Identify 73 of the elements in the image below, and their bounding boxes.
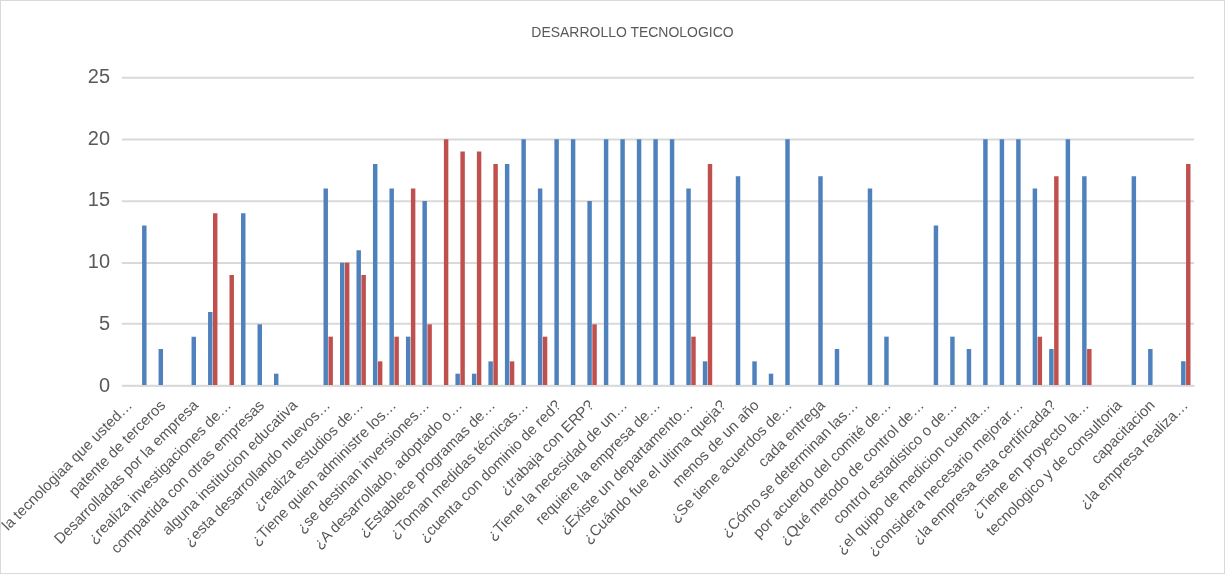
bar bbox=[867, 188, 873, 386]
bar bbox=[983, 139, 988, 386]
y-tick-label: 20 bbox=[87, 126, 111, 149]
bar bbox=[323, 188, 328, 386]
y-tick-label: 0 bbox=[98, 373, 111, 396]
y-tick-label: 25 bbox=[87, 65, 111, 88]
bar bbox=[1082, 176, 1087, 386]
bar bbox=[328, 336, 333, 386]
bar bbox=[339, 262, 345, 386]
bar bbox=[361, 274, 366, 386]
bar bbox=[356, 250, 361, 386]
bar bbox=[142, 225, 147, 386]
bar bbox=[537, 188, 543, 386]
bar bbox=[752, 361, 757, 386]
bar bbox=[691, 336, 696, 386]
y-tick-label: 5 bbox=[98, 311, 111, 334]
bar bbox=[158, 349, 164, 386]
bar bbox=[241, 213, 246, 386]
bar bbox=[707, 163, 713, 386]
bar bbox=[950, 336, 955, 386]
bar bbox=[933, 225, 939, 386]
bar bbox=[488, 361, 493, 386]
bar bbox=[554, 139, 559, 386]
bar bbox=[1065, 139, 1071, 386]
bar bbox=[344, 262, 350, 386]
bar bbox=[1049, 349, 1054, 386]
bar bbox=[476, 151, 482, 386]
bar bbox=[372, 163, 378, 386]
bar bbox=[410, 188, 416, 386]
bar bbox=[389, 188, 394, 386]
bar bbox=[603, 139, 609, 386]
bar bbox=[1181, 361, 1186, 386]
bar bbox=[669, 139, 675, 386]
bar bbox=[427, 324, 432, 386]
bar bbox=[1087, 349, 1092, 386]
bar bbox=[521, 139, 526, 386]
bar bbox=[1148, 349, 1153, 386]
bar bbox=[212, 213, 218, 386]
bar bbox=[1054, 176, 1059, 386]
bar bbox=[1032, 188, 1038, 386]
bar bbox=[1131, 176, 1137, 386]
bar bbox=[394, 336, 399, 386]
bar bbox=[735, 176, 741, 386]
bar bbox=[208, 311, 213, 386]
bar bbox=[455, 373, 460, 386]
bar bbox=[587, 200, 592, 386]
bar bbox=[509, 361, 515, 386]
bar bbox=[702, 361, 708, 386]
bar bbox=[570, 139, 576, 386]
bar bbox=[686, 188, 691, 386]
bar bbox=[592, 324, 597, 386]
y-tick-label: 10 bbox=[87, 250, 111, 273]
bar bbox=[443, 139, 449, 386]
chart-title: DESARROLLO TECNOLOGICO bbox=[531, 24, 734, 41]
bar bbox=[504, 163, 510, 386]
y-tick-label: 15 bbox=[87, 188, 111, 211]
bar bbox=[620, 139, 625, 386]
bar bbox=[1016, 139, 1021, 386]
bar bbox=[884, 336, 889, 386]
bar bbox=[1186, 163, 1191, 386]
bar bbox=[818, 176, 823, 386]
bar bbox=[636, 139, 642, 386]
bar bbox=[653, 139, 658, 386]
bar bbox=[999, 139, 1005, 386]
bar bbox=[229, 274, 234, 386]
bar bbox=[377, 361, 383, 386]
bar bbox=[460, 151, 465, 386]
bar bbox=[493, 163, 498, 386]
bar bbox=[785, 139, 790, 386]
bar bbox=[257, 324, 262, 386]
bar bbox=[422, 200, 427, 386]
bar bbox=[834, 349, 840, 386]
bar bbox=[966, 349, 972, 386]
